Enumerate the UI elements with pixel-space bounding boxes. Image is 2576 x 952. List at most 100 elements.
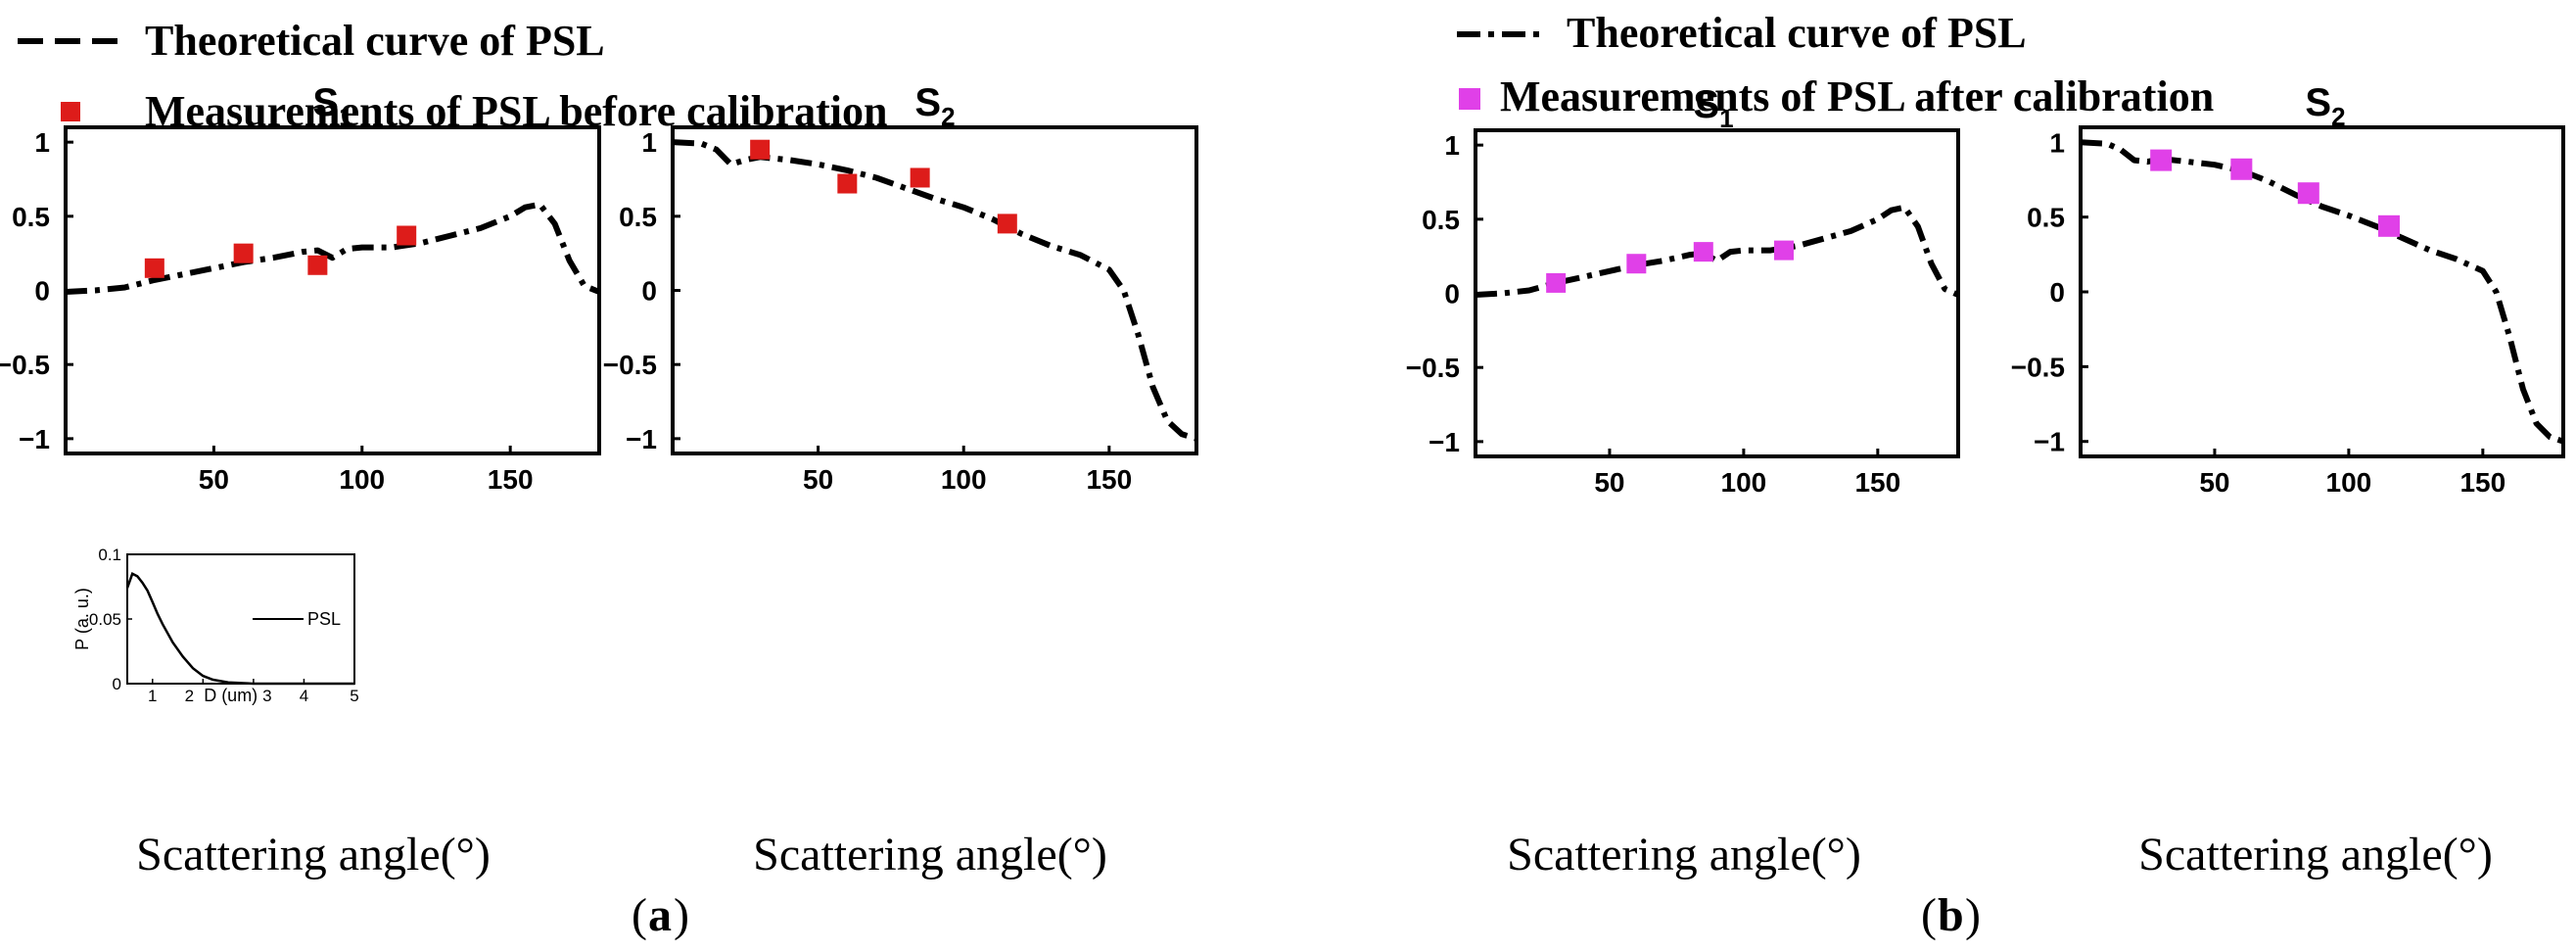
series-theoretical-curve — [65, 201, 601, 295]
y-tick-label: 0 — [641, 276, 657, 307]
x-tick-label: 100 — [1721, 467, 1767, 498]
y-tick-label: 0 — [2049, 277, 2065, 308]
x-tick-label: 50 — [199, 464, 229, 495]
inset-y-axis-label: P (a. u.) — [72, 588, 92, 650]
measurement-point — [1626, 254, 1647, 274]
measurement-point — [750, 139, 771, 160]
inset-frame — [126, 553, 355, 685]
plot-frame — [671, 125, 1198, 455]
chart-title-subscript: 1 — [339, 102, 352, 131]
measurement-point — [2230, 158, 2253, 180]
panel-label-b: b — [1938, 889, 1964, 941]
plot-frame — [64, 125, 601, 455]
x-tick-label: 150 — [1086, 464, 1132, 495]
inset-y-tick-label: 0.05 — [89, 610, 121, 629]
legend-b-marker-sample — [1459, 88, 1480, 110]
legend-b-marker-label: Measurements of PSL after calibration — [1500, 72, 2214, 120]
y-tick-label: 1 — [1444, 130, 1460, 161]
y-tick-label: −1 — [19, 424, 50, 454]
chart-title-subscript: 2 — [941, 102, 955, 131]
x-axis-label: Scattering angle(°) — [753, 829, 1107, 881]
measurement-point — [997, 214, 1017, 234]
plot-frame — [1474, 128, 1960, 458]
legend-a-marker-sample — [61, 102, 80, 121]
x-tick-label: 150 — [1854, 467, 1900, 498]
inset-y-tick-label: 0 — [113, 675, 121, 693]
inset-psl-curve — [125, 572, 354, 686]
y-tick-label: 0.5 — [2027, 203, 2065, 233]
legend-b-curve-label: Theoretical curve of PSL — [1567, 9, 2027, 57]
measurement-point — [2297, 182, 2319, 205]
y-tick-label: 0 — [34, 276, 50, 307]
y-tick-label: 0.5 — [1422, 205, 1460, 235]
chart-title: S1 — [1693, 83, 1733, 133]
measurement-point — [397, 225, 417, 246]
inset-y-tick-label: 0.1 — [98, 546, 121, 564]
legend-a-curve-label: Theoretical curve of PSL — [145, 17, 605, 65]
inset-x-tick-label: 2 — [185, 687, 194, 705]
measurement-point — [2377, 214, 2400, 237]
inset-x-tick-label: 1 — [148, 687, 157, 705]
inset-x-tick-label: 3 — [262, 687, 271, 705]
panel-label-b-open-paren: ( — [1921, 889, 1937, 941]
chart-title-main: S — [1693, 83, 1719, 126]
panel-label-a-close-paren: ) — [674, 889, 689, 941]
chart-title: S2 — [2305, 81, 2345, 131]
y-tick-label: −0.5 — [1406, 353, 1460, 383]
measurement-point — [837, 173, 858, 194]
measurement-point — [144, 258, 164, 278]
x-tick-label: 100 — [941, 464, 987, 495]
x-tick-label: 150 — [488, 464, 534, 495]
panel-label-a-open-paren: ( — [632, 889, 647, 941]
y-tick-label: 1 — [34, 127, 50, 158]
inset-x-label: D (um) — [204, 686, 258, 705]
measurement-point — [910, 167, 930, 188]
panel-label-b-close-paren: ) — [1965, 889, 1981, 941]
y-tick-label: 0.5 — [619, 202, 657, 232]
y-tick-label: −0.5 — [2011, 352, 2065, 382]
plot-frame — [2079, 125, 2565, 458]
y-tick-label: 1 — [641, 127, 657, 158]
y-tick-label: 1 — [2049, 127, 2065, 158]
x-tick-label: 100 — [2326, 467, 2372, 498]
x-axis-label: Scattering angle(°) — [1507, 829, 1861, 881]
inset-x-tick-label: 5 — [350, 687, 358, 705]
y-tick-label: −0.5 — [603, 350, 657, 380]
x-tick-label: 50 — [803, 464, 833, 495]
measurement-point — [233, 243, 254, 263]
y-tick-label: −1 — [1429, 427, 1460, 457]
x-tick-label: 50 — [2199, 467, 2229, 498]
chart-title-subscript: 1 — [1719, 104, 1733, 133]
chart-title-main: S — [2305, 81, 2331, 124]
chart-title: S1 — [312, 81, 352, 131]
chart-title: S2 — [914, 81, 955, 131]
x-axis-label: Scattering angle(°) — [136, 829, 491, 881]
series-theoretical-curve — [672, 139, 1197, 442]
panel-label-a: a — [648, 889, 672, 941]
legend-b: Theoretical curve of PSL Measurements of… — [1457, 9, 2214, 120]
x-axis-label: Scattering angle(°) — [2138, 829, 2493, 881]
legend-a: Theoretical curve of PSL Measurements of… — [18, 17, 888, 135]
measurement-point — [1773, 240, 1794, 261]
inset-chart: 0 0.05 0.1 1 2 3 4 5 PSL P (a. u.) D (um) — [72, 546, 359, 705]
panel-label-b-group: ( b ) — [1921, 889, 1981, 941]
inset-x-tick-label: 4 — [300, 687, 308, 705]
x-tick-label: 100 — [339, 464, 385, 495]
y-tick-label: 0.5 — [12, 202, 50, 232]
chart-title-main: S — [312, 81, 339, 124]
y-tick-label: −1 — [626, 424, 657, 454]
series-theoretical-curve — [1475, 204, 1960, 298]
measurement-point — [1546, 272, 1567, 293]
inset-legend-label: PSL — [307, 609, 341, 629]
measurement-point — [1693, 242, 1713, 262]
y-tick-label: 0 — [1444, 279, 1460, 309]
chart-title-main: S — [914, 81, 941, 124]
series-theoretical-curve — [2080, 139, 2564, 445]
measurement-point — [2150, 149, 2173, 171]
